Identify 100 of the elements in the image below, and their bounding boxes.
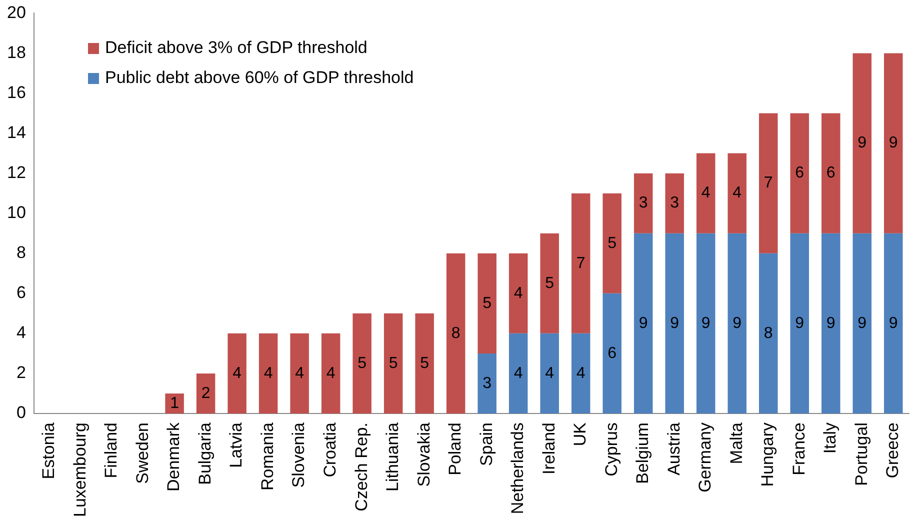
y-tick-label: 10 [6, 203, 26, 222]
x-tick-label: Slovenia [289, 422, 308, 488]
bar [321, 333, 340, 414]
data-label: 5 [358, 354, 367, 372]
bar [602, 193, 622, 294]
y-tick-label: 2 [16, 363, 26, 382]
x-tick-label: Ireland [539, 422, 558, 474]
data-label: 8 [764, 324, 773, 342]
y-tick-label: 12 [6, 163, 26, 182]
data-label: 4 [295, 364, 304, 382]
data-label: 4 [545, 364, 554, 382]
data-label: 4 [232, 364, 242, 382]
legend-label: Deficit above 3% of GDP threshold [105, 38, 368, 58]
bar [728, 153, 746, 234]
bar [884, 53, 903, 234]
data-label: 7 [764, 174, 773, 192]
x-tick-label: Lithuania [383, 422, 402, 492]
data-label: 9 [638, 314, 648, 332]
y-tick-label: 8 [16, 243, 26, 262]
data-label: 9 [888, 314, 898, 332]
data-label: 6 [795, 164, 804, 182]
data-label: 9 [826, 314, 836, 332]
y-tick-label: 16 [6, 82, 26, 102]
data-label: 4 [264, 364, 273, 382]
x-tick-label: Cyprus [602, 422, 621, 476]
bar [352, 313, 372, 414]
data-label: 1 [170, 394, 180, 412]
data-label: 9 [858, 134, 867, 152]
data-label: 5 [545, 274, 554, 292]
x-tick-label: Hungary [758, 422, 778, 487]
bar [821, 233, 840, 414]
x-tick-label: Estonia [39, 422, 58, 480]
x-tick-label: Belgium [633, 422, 652, 484]
bar [228, 333, 246, 414]
bar [634, 173, 653, 234]
x-tick-label: Finland [102, 422, 121, 478]
data-label: 4 [514, 364, 523, 382]
bar [165, 393, 184, 414]
bar [384, 313, 403, 414]
bar [852, 53, 872, 234]
data-label: 9 [858, 314, 867, 332]
x-tick-label: Czech Rep. [352, 422, 371, 512]
bar [540, 233, 559, 334]
bar [602, 293, 622, 414]
bar [790, 113, 809, 234]
x-tick-label: Italy [820, 422, 840, 454]
y-tick-label: 18 [6, 42, 26, 62]
y-tick-label: 4 [16, 323, 26, 342]
bar [571, 333, 590, 414]
x-tick-label: France [789, 422, 808, 476]
data-label: 8 [451, 324, 460, 342]
data-label: 5 [608, 234, 617, 252]
bar [696, 153, 716, 234]
x-tick-label: Slovakia [414, 422, 434, 487]
data-label: 6 [608, 344, 617, 362]
data-label: 3 [482, 374, 492, 392]
data-label: 2 [201, 384, 210, 402]
x-tick-label: Bulgaria [195, 422, 214, 485]
bar [508, 333, 528, 414]
y-tick-label: 0 [16, 403, 26, 422]
data-label: 6 [826, 164, 836, 182]
y-tick-label: 6 [16, 283, 26, 302]
data-label: 4 [514, 284, 523, 302]
data-label: 3 [670, 194, 680, 212]
bar [634, 233, 653, 414]
x-tick-label: Poland [446, 422, 465, 476]
bar [478, 353, 496, 414]
x-tick-label: Luxembourg [70, 422, 90, 518]
bar [758, 113, 778, 254]
data-label: 9 [888, 134, 898, 152]
x-tick-label: UK [570, 422, 590, 446]
data-label: 4 [326, 364, 336, 382]
x-tick-label: Greece [883, 422, 902, 478]
bar [478, 253, 496, 354]
bar [696, 233, 716, 414]
bar [790, 233, 809, 414]
data-label: 4 [732, 184, 742, 202]
x-tick-label: Denmark [164, 422, 184, 492]
x-tick-label: Spain [476, 422, 496, 466]
bar [446, 253, 466, 414]
bar [821, 113, 840, 234]
data-label: 9 [795, 314, 804, 332]
bar [508, 253, 528, 334]
bar [290, 333, 309, 414]
bar [665, 233, 684, 414]
data-label: 9 [732, 314, 742, 332]
bar [884, 233, 903, 414]
data-label: 5 [420, 354, 430, 372]
data-label: 5 [482, 294, 492, 312]
bar [196, 373, 216, 414]
x-tick-label: Portugal [852, 422, 871, 486]
bar [415, 313, 434, 414]
data-label: 4 [576, 364, 586, 382]
x-tick-label: Latvia [226, 422, 246, 468]
data-label: 5 [388, 354, 398, 372]
x-tick-label: Austria [664, 422, 684, 476]
bar [852, 233, 872, 414]
bar [665, 173, 684, 234]
y-tick-label: 20 [6, 2, 26, 22]
legend-label: Public debt above 60% of GDP threshold [105, 68, 414, 88]
